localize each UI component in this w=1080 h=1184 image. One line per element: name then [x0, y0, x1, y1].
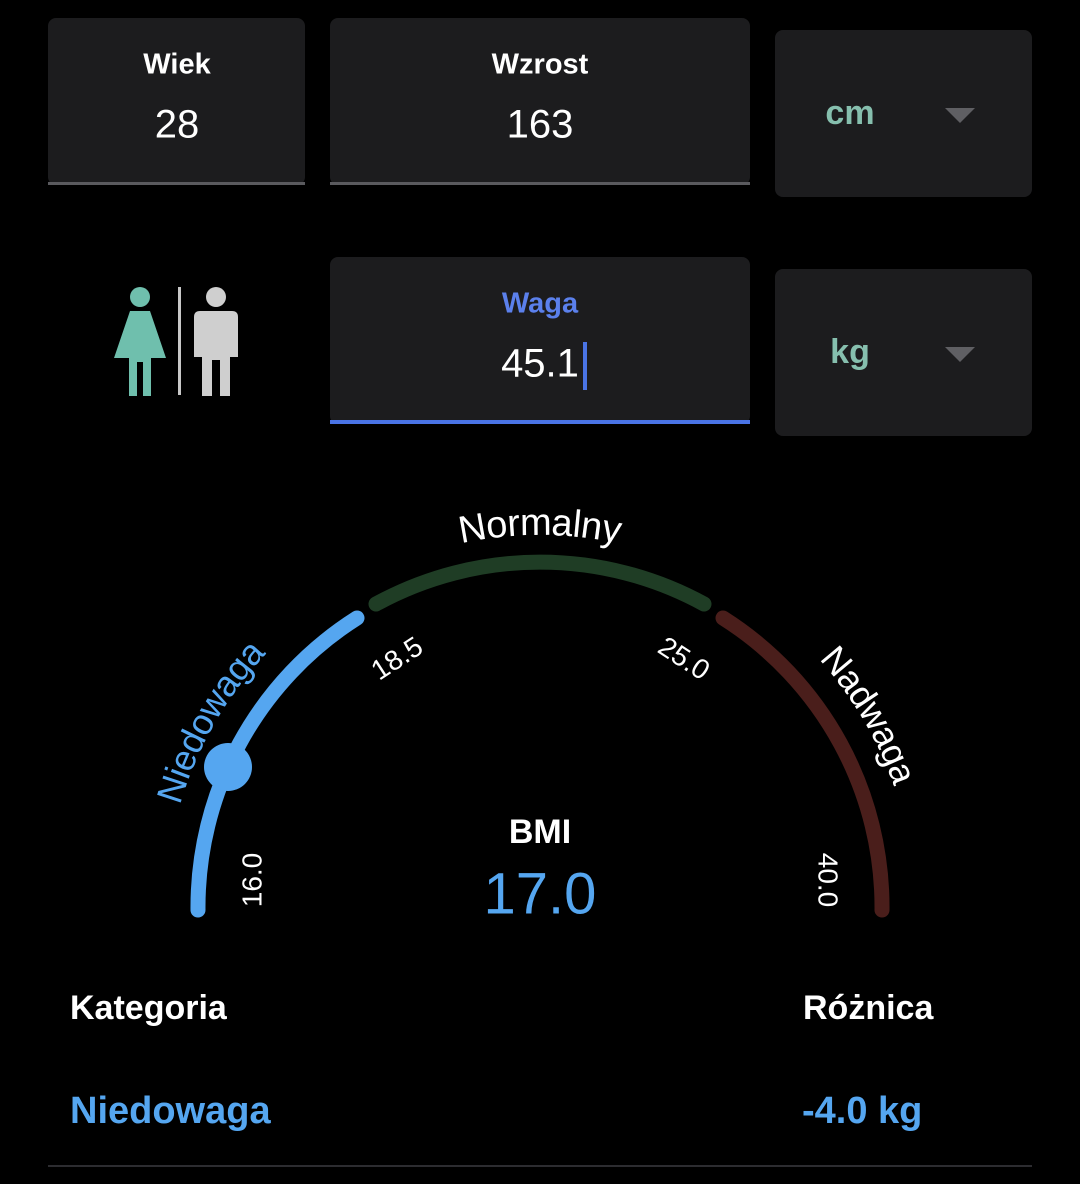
divider [178, 287, 181, 395]
gauge-tick-label: 40.0 [813, 853, 844, 908]
female-icon[interactable] [114, 287, 166, 396]
field-bg [48, 18, 305, 185]
difference-value: -4.0 kg [802, 1090, 922, 1132]
weight-unit-dropdown[interactable]: kg [775, 269, 1032, 436]
height-unit-dropdown[interactable]: cm [775, 30, 1032, 197]
text-cursor [583, 342, 587, 390]
dropdown-arrow [945, 347, 975, 362]
male-icon[interactable] [194, 287, 238, 396]
gauge-normal-arc [368, 554, 712, 612]
field-value: 45.1 [501, 342, 579, 386]
age-field[interactable]: Wiek 28 [48, 18, 305, 185]
gauge-overweight-arc [715, 610, 890, 918]
divider-line [48, 1165, 1032, 1167]
dropdown-value: kg [830, 333, 870, 371]
field-label: Wzrost [492, 49, 589, 81]
dropdown-bg [775, 30, 1032, 197]
category-label: Kategoria [70, 989, 228, 1027]
height-field[interactable]: Wzrost 163 [330, 18, 750, 185]
field-label: Waga [502, 288, 579, 320]
dropdown-value: cm [825, 94, 874, 132]
field-value: 28 [155, 103, 200, 147]
field-underline [330, 182, 750, 185]
category-value: Niedowaga [70, 1090, 271, 1132]
gauge-tick-label: 16.0 [236, 853, 267, 908]
weight-field[interactable]: Waga 45.1 [330, 257, 750, 424]
bmi-value: 17.0 [484, 861, 597, 926]
gauge-underweight-arc [190, 610, 365, 918]
gender-selector[interactable] [114, 287, 238, 396]
difference-label: Różnica [803, 989, 934, 1027]
gauge-marker [204, 743, 252, 791]
field-underline [330, 420, 750, 424]
bmi-label: BMI [509, 813, 571, 851]
field-value: 163 [507, 103, 574, 147]
dropdown-arrow [945, 108, 975, 123]
field-underline [48, 182, 305, 185]
dropdown-bg [775, 269, 1032, 436]
field-label: Wiek [143, 49, 211, 81]
field-bg [330, 257, 750, 424]
field-bg [330, 18, 750, 185]
